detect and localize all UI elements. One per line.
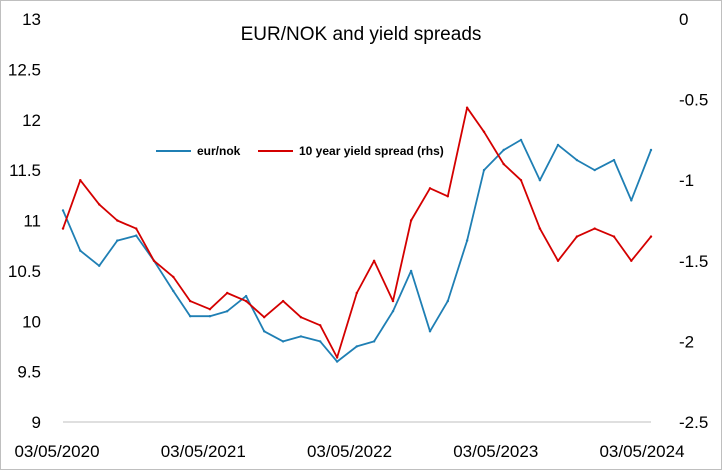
x-tick-label: 03/05/2023 — [453, 442, 538, 461]
data-point-eur-nok — [575, 158, 579, 162]
series-layer — [61, 106, 653, 363]
axes: 9 9.5 10 10.5 11 11.5 12 12.5 13 -2.5 -2 -1.5 -1 -0.5… — [8, 10, 708, 461]
y-tick-label: 12.5 — [8, 60, 41, 79]
data-point-yield-spread — [575, 235, 579, 238]
data-point-yield-spread — [428, 187, 432, 190]
y-tick-label: 11.5 — [9, 161, 41, 180]
data-point-yield-spread — [519, 179, 523, 182]
legend-label-eur-nok: eur/nok — [197, 144, 241, 158]
data-point-yield-spread — [152, 259, 156, 262]
data-point-eur-nok — [630, 199, 633, 202]
data-point-yield-spread — [244, 299, 248, 303]
data-point-eur-nok — [519, 138, 523, 142]
x-tick-label: 03/05/2022 — [307, 442, 392, 461]
data-point-yield-spread — [446, 195, 449, 198]
data-point-yield-spread — [649, 235, 653, 238]
legend: eur/nok 10 year yield spread (rhs) — [156, 144, 444, 158]
data-point-eur-nok — [556, 143, 560, 147]
data-point-eur-nok — [189, 315, 192, 318]
data-point-yield-spread — [135, 227, 138, 230]
data-point-yield-spread — [482, 130, 486, 133]
data-point-yield-spread — [372, 259, 376, 262]
data-point-yield-spread — [335, 356, 339, 359]
data-point-yield-spread — [98, 203, 101, 206]
data-point-eur-nok — [649, 148, 653, 152]
data-point-eur-nok — [208, 315, 212, 318]
data-point-yield-spread — [61, 227, 65, 230]
data-point-yield-spread — [502, 162, 505, 166]
y-tick-label: 9 — [32, 413, 41, 432]
data-point-eur-nok — [116, 239, 119, 242]
data-point-yield-spread — [556, 259, 560, 262]
data-point-yield-spread — [79, 179, 82, 182]
data-point-eur-nok — [409, 269, 413, 273]
data-point-eur-nok — [612, 158, 616, 162]
data-point-yield-spread — [263, 316, 266, 319]
data-point-eur-nok — [263, 330, 266, 333]
legend-label-yield-spread: 10 year yield spread (rhs) — [299, 144, 444, 158]
data-point-yield-spread — [612, 235, 616, 238]
data-point-yield-spread — [465, 106, 469, 109]
y2-tick-label: -0.5 — [679, 91, 708, 110]
y-tick-label: 9.5 — [17, 363, 41, 382]
x-tick-label: 03/05/2020 — [14, 442, 99, 461]
data-point-eur-nok — [482, 168, 486, 172]
data-point-yield-spread — [226, 291, 229, 295]
y-tick-label: 10.5 — [8, 262, 41, 281]
data-point-eur-nok — [593, 168, 596, 172]
data-point-eur-nok — [135, 234, 138, 237]
data-point-eur-nok — [244, 294, 248, 298]
data-point-eur-nok — [61, 209, 65, 212]
data-point-yield-spread — [409, 219, 413, 222]
data-point-eur-nok — [226, 310, 229, 313]
data-point-yield-spread — [299, 316, 303, 319]
y-tick-label: 13 — [22, 10, 41, 29]
data-point-yield-spread — [172, 275, 175, 279]
data-point-eur-nok — [391, 310, 395, 313]
chart-title: EUR/NOK and yield spreads — [241, 24, 482, 45]
data-point-eur-nok — [538, 179, 542, 182]
data-point-yield-spread — [281, 299, 285, 303]
x-tick-label: 03/05/2024 — [599, 442, 684, 461]
data-point-yield-spread — [355, 291, 358, 295]
data-point-eur-nok — [98, 264, 101, 267]
x-tick-label: 03/05/2021 — [161, 442, 246, 461]
data-point-yield-spread — [319, 324, 322, 327]
y2-tick-label: -2 — [679, 332, 694, 351]
data-point-eur-nok — [428, 330, 432, 333]
data-point-yield-spread — [391, 299, 395, 303]
series-line-eur-nok — [62, 138, 652, 363]
y-tick-label: 10 — [22, 312, 41, 331]
data-point-eur-nok — [446, 299, 449, 303]
data-point-eur-nok — [502, 148, 505, 152]
data-point-eur-nok — [299, 335, 303, 338]
data-point-yield-spread — [116, 219, 119, 222]
data-point-eur-nok — [319, 340, 322, 343]
data-point-eur-nok — [465, 239, 469, 242]
y-tick-label: 11 — [23, 212, 41, 231]
y2-tick-label: 0 — [679, 10, 688, 29]
data-point-yield-spread — [189, 299, 192, 303]
data-point-yield-spread — [208, 308, 212, 311]
data-point-eur-nok — [281, 340, 285, 343]
data-point-eur-nok — [372, 340, 376, 343]
data-point-yield-spread — [538, 227, 542, 230]
data-point-eur-nok — [79, 249, 82, 252]
data-point-yield-spread — [630, 259, 633, 262]
data-point-eur-nok — [355, 345, 358, 348]
data-point-yield-spread — [593, 227, 596, 230]
y2-tick-label: -1 — [679, 171, 694, 190]
y-tick-label: 12 — [22, 111, 41, 130]
y2-tick-label: -1.5 — [679, 252, 708, 271]
y2-tick-label: -2.5 — [679, 413, 708, 432]
data-point-eur-nok — [335, 360, 339, 363]
data-point-eur-nok — [172, 289, 175, 293]
